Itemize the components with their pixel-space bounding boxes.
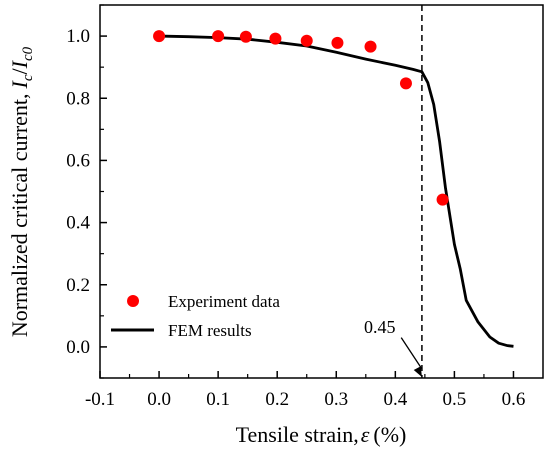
y-tick-label: 0.4 bbox=[66, 213, 90, 234]
experiment-point bbox=[239, 30, 252, 43]
experiment-point bbox=[212, 30, 225, 43]
annotation-arrow-shaft bbox=[400, 337, 423, 370]
legend-marker-experiment bbox=[127, 295, 139, 307]
experiment-point bbox=[364, 40, 377, 53]
y-axis-title-i: I bbox=[7, 79, 32, 89]
annotation-label: 0.45 bbox=[364, 317, 396, 337]
experiment-point bbox=[300, 34, 313, 47]
x-axis-title-unit: (%) bbox=[373, 422, 406, 447]
x-tick-label: 0.2 bbox=[265, 389, 289, 410]
experiment-point bbox=[399, 77, 412, 90]
x-tick-label: 0.6 bbox=[502, 389, 526, 410]
y-axis-title-i2: I bbox=[7, 59, 32, 69]
x-axis-title-symbol: ε bbox=[361, 422, 370, 447]
x-tick-label: -0.1 bbox=[85, 389, 115, 410]
y-axis-title-sub-c: c bbox=[20, 74, 36, 81]
y-axis-title: Normalized critical current,Ic/Ic0 bbox=[7, 46, 36, 337]
y-tick-label: 0.6 bbox=[66, 150, 90, 171]
fem-line bbox=[159, 34, 514, 348]
x-tick-label: 0.1 bbox=[206, 389, 230, 410]
y-tick-label: 1.0 bbox=[66, 26, 90, 47]
y-axis-title-slash: / bbox=[7, 67, 32, 74]
ticks: -0.1 0.0 0.1 0.2 0.3 0.4 0.5 0.6 0.0 0.2 0.4 0.6 0.8… bbox=[66, 4, 526, 410]
experiment-point bbox=[436, 193, 449, 206]
annotation: 0.45 bbox=[364, 317, 423, 377]
annotation-arrow-head bbox=[413, 366, 422, 377]
experiment-point bbox=[269, 32, 282, 45]
x-axis-title: Tensile strain,ε (%) bbox=[236, 422, 407, 447]
y-axis-title-text: Normalized critical current, bbox=[7, 93, 32, 337]
series-group bbox=[153, 30, 514, 348]
legend-label-experiment: Experiment data bbox=[168, 292, 280, 311]
x-tick-label: 0.5 bbox=[443, 389, 467, 410]
y-tick-label: 0.2 bbox=[66, 275, 90, 296]
x-tick-label: 0.0 bbox=[147, 389, 171, 410]
experiment-point bbox=[331, 36, 344, 49]
x-axis-title-text: Tensile strain, bbox=[236, 422, 359, 447]
legend: Experiment data FEM results bbox=[111, 292, 280, 340]
experiment-point bbox=[153, 30, 166, 43]
y-tick-label: 0.8 bbox=[66, 88, 90, 109]
x-tick-label: 0.3 bbox=[324, 389, 348, 410]
y-axis-title-sub-c0: c0 bbox=[20, 46, 36, 61]
x-tick-label: 0.4 bbox=[383, 389, 407, 410]
y-tick-label: 0.0 bbox=[66, 337, 90, 358]
legend-label-fem: FEM results bbox=[168, 321, 252, 340]
